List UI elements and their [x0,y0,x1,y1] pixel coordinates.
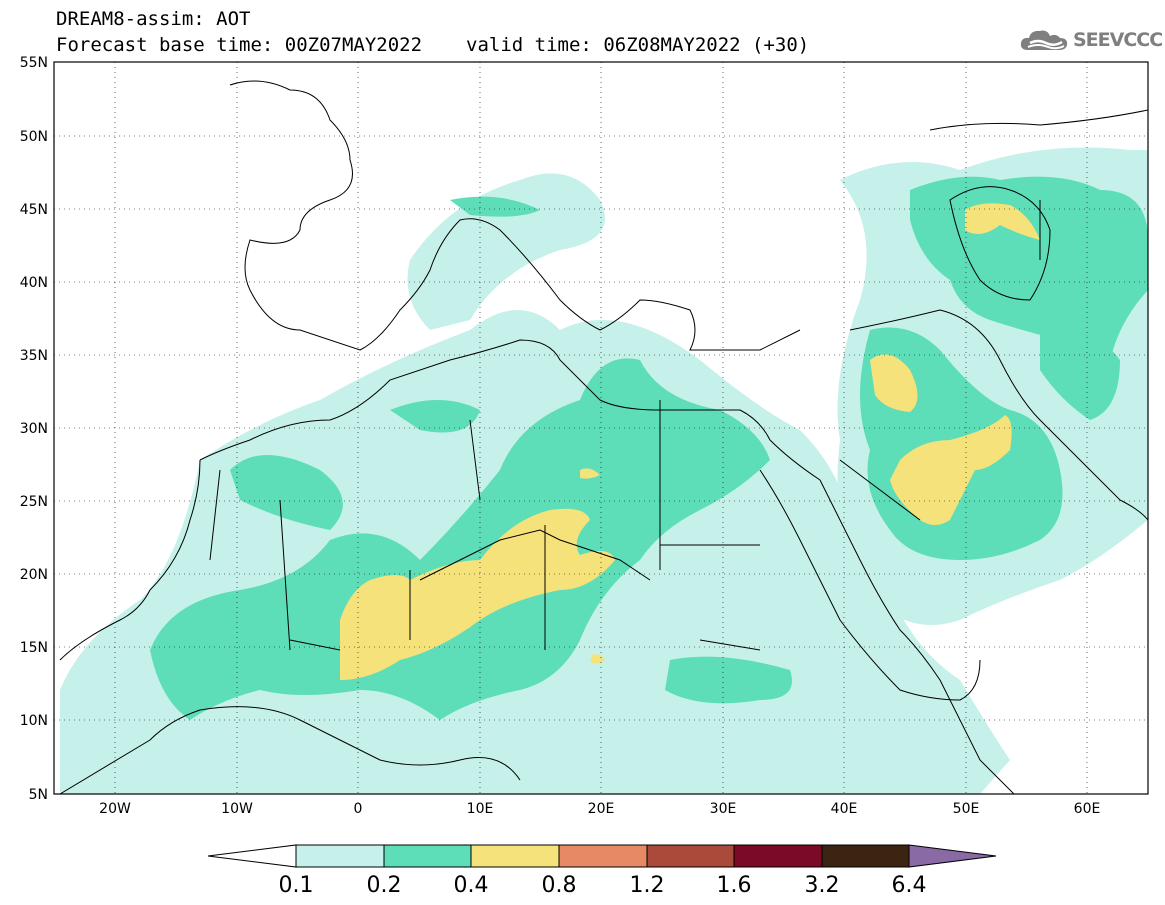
colorbar-label: 0.4 [454,873,489,898]
colorbar-segment [295,844,385,868]
colorbar-label: 0.1 [279,873,314,898]
seevccc-logo: SEEVCCC [1018,26,1163,54]
lon-tick-label: 10E [467,801,494,817]
colorbar-over-triangle [908,844,997,868]
colorbar-label: 0.2 [367,873,402,898]
lat-tick-label: 40N [20,275,48,291]
longitude-axis: 20W 10W 0 10E 20E 30E 40E 50E 60E [99,801,1100,817]
colorbar-segment [733,844,823,868]
coastlines-borders [59,80,1148,794]
map-frame [53,61,1149,795]
lat-tick-label: 5N [29,787,48,803]
latitude-axis: 55N 50N 45N 40N 35N 30N 25N 20N 15N 10N … [20,55,48,803]
valid-time-text: valid time: 06Z08MAY2022 (+30) [466,34,810,56]
colorbar-segment [558,844,648,868]
lat-tick-label: 20N [20,567,48,583]
colorbar-label: 0.8 [542,873,577,898]
forecast-time-line: Forecast base time: 00Z07MAY2022 valid ti… [56,36,809,55]
lon-tick-label: 60E [1074,801,1101,817]
logo-text: SEEVCCC [1073,29,1163,51]
colorbar-segment [821,844,910,868]
lat-tick-label: 35N [20,348,48,364]
lat-tick-label: 50N [20,129,48,145]
colorbar-segment [646,844,735,868]
aot-band-0.4-0.8 [340,203,1040,680]
lon-tick-label: 30E [710,801,737,817]
colorbar-under-triangle [207,844,297,868]
lon-tick-label: 40E [831,801,858,817]
lon-tick-label: 50E [953,801,980,817]
colorbar-label: 3.2 [805,873,840,898]
lat-tick-label: 10N [20,713,48,729]
graticule [54,62,1148,794]
cloud-icon [1020,30,1068,50]
colorbar-segment [383,844,472,868]
colorbar: 0.1 0.2 0.4 0.8 1.2 1.6 3.2 6.4 [207,844,997,898]
lon-tick-label: 0 [354,801,363,817]
lon-tick-label: 20W [99,801,131,817]
colorbar-label: 1.2 [630,873,665,898]
map-title: DREAM8-assim: AOT [56,8,251,30]
colorbar-label: 6.4 [892,873,927,898]
lat-tick-label: 15N [20,640,48,656]
lon-tick-label: 20E [588,801,615,817]
lat-tick-label: 25N [20,494,48,510]
base-time-text: Forecast base time: 00Z07MAY2022 [56,34,423,56]
aot-band-0.2-0.4 [150,176,1148,720]
aot-field [60,147,1148,794]
lon-tick-label: 10W [221,801,253,817]
lat-tick-label: 55N [20,55,48,71]
lat-tick-label: 45N [20,202,48,218]
colorbar-label: 1.6 [717,873,752,898]
lat-tick-label: 30N [20,421,48,437]
colorbar-segment [470,844,560,868]
